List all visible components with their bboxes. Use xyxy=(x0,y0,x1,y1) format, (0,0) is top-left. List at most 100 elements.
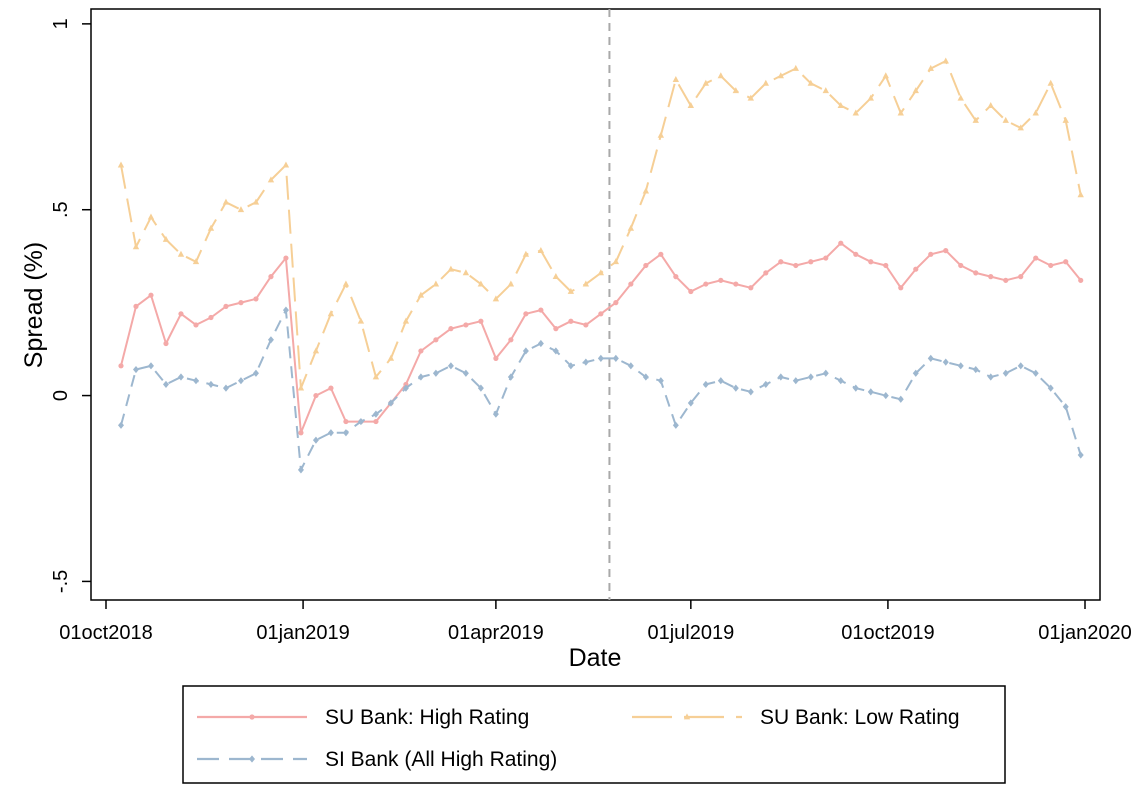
data-point xyxy=(433,337,439,343)
series-line xyxy=(120,309,1082,471)
data-point xyxy=(702,79,710,86)
x-tick-label: 01oct2018 xyxy=(59,622,152,644)
data-point xyxy=(612,354,619,362)
y-tick-label: 0 xyxy=(50,390,72,401)
data-point xyxy=(1032,109,1039,116)
data-point xyxy=(463,322,469,328)
data-point xyxy=(988,274,994,280)
data-point xyxy=(267,176,275,183)
data-point xyxy=(912,87,919,94)
data-point xyxy=(598,311,604,317)
data-point xyxy=(312,347,320,354)
data-point xyxy=(462,369,469,377)
data-point xyxy=(1048,262,1054,269)
data-point xyxy=(807,79,814,86)
data-point xyxy=(852,109,859,116)
data-point xyxy=(778,259,784,265)
data-point xyxy=(897,109,904,116)
legend-box xyxy=(182,685,1006,784)
data-point xyxy=(1047,384,1054,392)
legend-marker xyxy=(249,714,255,720)
data-point xyxy=(552,347,559,355)
data-point xyxy=(642,187,650,194)
data-point xyxy=(507,373,514,381)
data-point xyxy=(808,259,814,265)
data-point xyxy=(298,430,304,436)
data-point xyxy=(1062,116,1069,123)
data-point xyxy=(718,277,724,283)
data-point xyxy=(432,369,439,377)
data-point xyxy=(522,250,530,257)
data-point xyxy=(417,373,424,381)
data-point xyxy=(132,243,140,250)
data-point xyxy=(522,347,529,355)
data-point xyxy=(1063,259,1069,265)
data-point xyxy=(597,354,604,362)
data-point xyxy=(132,365,139,374)
data-point xyxy=(687,102,695,109)
data-point xyxy=(567,362,574,370)
data-point xyxy=(628,281,634,287)
series-2 xyxy=(117,57,1084,391)
data-point xyxy=(822,369,829,377)
series-3 xyxy=(117,306,1084,474)
data-point xyxy=(283,255,289,261)
data-point xyxy=(777,72,785,79)
data-point xyxy=(208,314,214,321)
data-point xyxy=(447,265,455,272)
data-point xyxy=(822,87,829,94)
data-point xyxy=(192,258,200,265)
data-point xyxy=(357,317,365,324)
legend-marker xyxy=(249,755,255,763)
y-tick-label: .5 xyxy=(50,201,72,218)
data-point xyxy=(177,250,185,257)
data-point xyxy=(553,326,559,332)
data-point xyxy=(538,307,544,313)
data-point xyxy=(987,102,994,109)
data-point xyxy=(523,311,529,317)
data-point xyxy=(507,280,515,287)
data-point xyxy=(478,318,484,324)
legend-marker xyxy=(683,713,691,720)
data-point xyxy=(732,87,740,94)
series-layer xyxy=(117,57,1084,474)
data-point xyxy=(777,373,784,381)
data-point xyxy=(117,421,124,429)
data-point xyxy=(762,380,769,389)
data-point xyxy=(297,466,304,474)
data-point xyxy=(658,251,664,257)
data-point xyxy=(552,273,560,280)
data-point xyxy=(343,418,349,425)
data-point xyxy=(402,384,409,392)
data-point xyxy=(462,269,470,276)
data-point xyxy=(702,380,709,389)
data-point xyxy=(643,262,649,269)
legend-item: SI Bank (All High Rating) xyxy=(197,748,557,771)
data-point xyxy=(673,274,679,280)
data-point xyxy=(747,94,755,101)
x-axis: 01oct2018 01jan2019 01apr2019 01jul2019 01oc… xyxy=(59,600,1132,644)
y-axis: -.5 0 .5 1 xyxy=(50,18,91,593)
data-point xyxy=(972,365,979,374)
data-point xyxy=(717,72,725,79)
data-point xyxy=(672,76,680,83)
x-axis-title: Date xyxy=(569,644,622,672)
data-point xyxy=(912,369,919,377)
data-point xyxy=(477,384,484,392)
data-point xyxy=(222,198,230,205)
data-point xyxy=(583,322,589,328)
data-point xyxy=(882,72,889,79)
data-point xyxy=(733,281,739,287)
data-point xyxy=(657,377,664,385)
data-point xyxy=(612,258,620,265)
legend-item: SU Bank: Low Rating xyxy=(632,706,960,729)
data-point xyxy=(1017,124,1024,131)
data-point xyxy=(867,388,874,396)
y-axis-title: Spread (%) xyxy=(20,242,48,368)
data-point xyxy=(537,247,545,254)
data-point xyxy=(1018,274,1024,280)
data-point xyxy=(237,377,244,385)
data-point xyxy=(193,322,199,328)
data-point xyxy=(867,94,874,101)
